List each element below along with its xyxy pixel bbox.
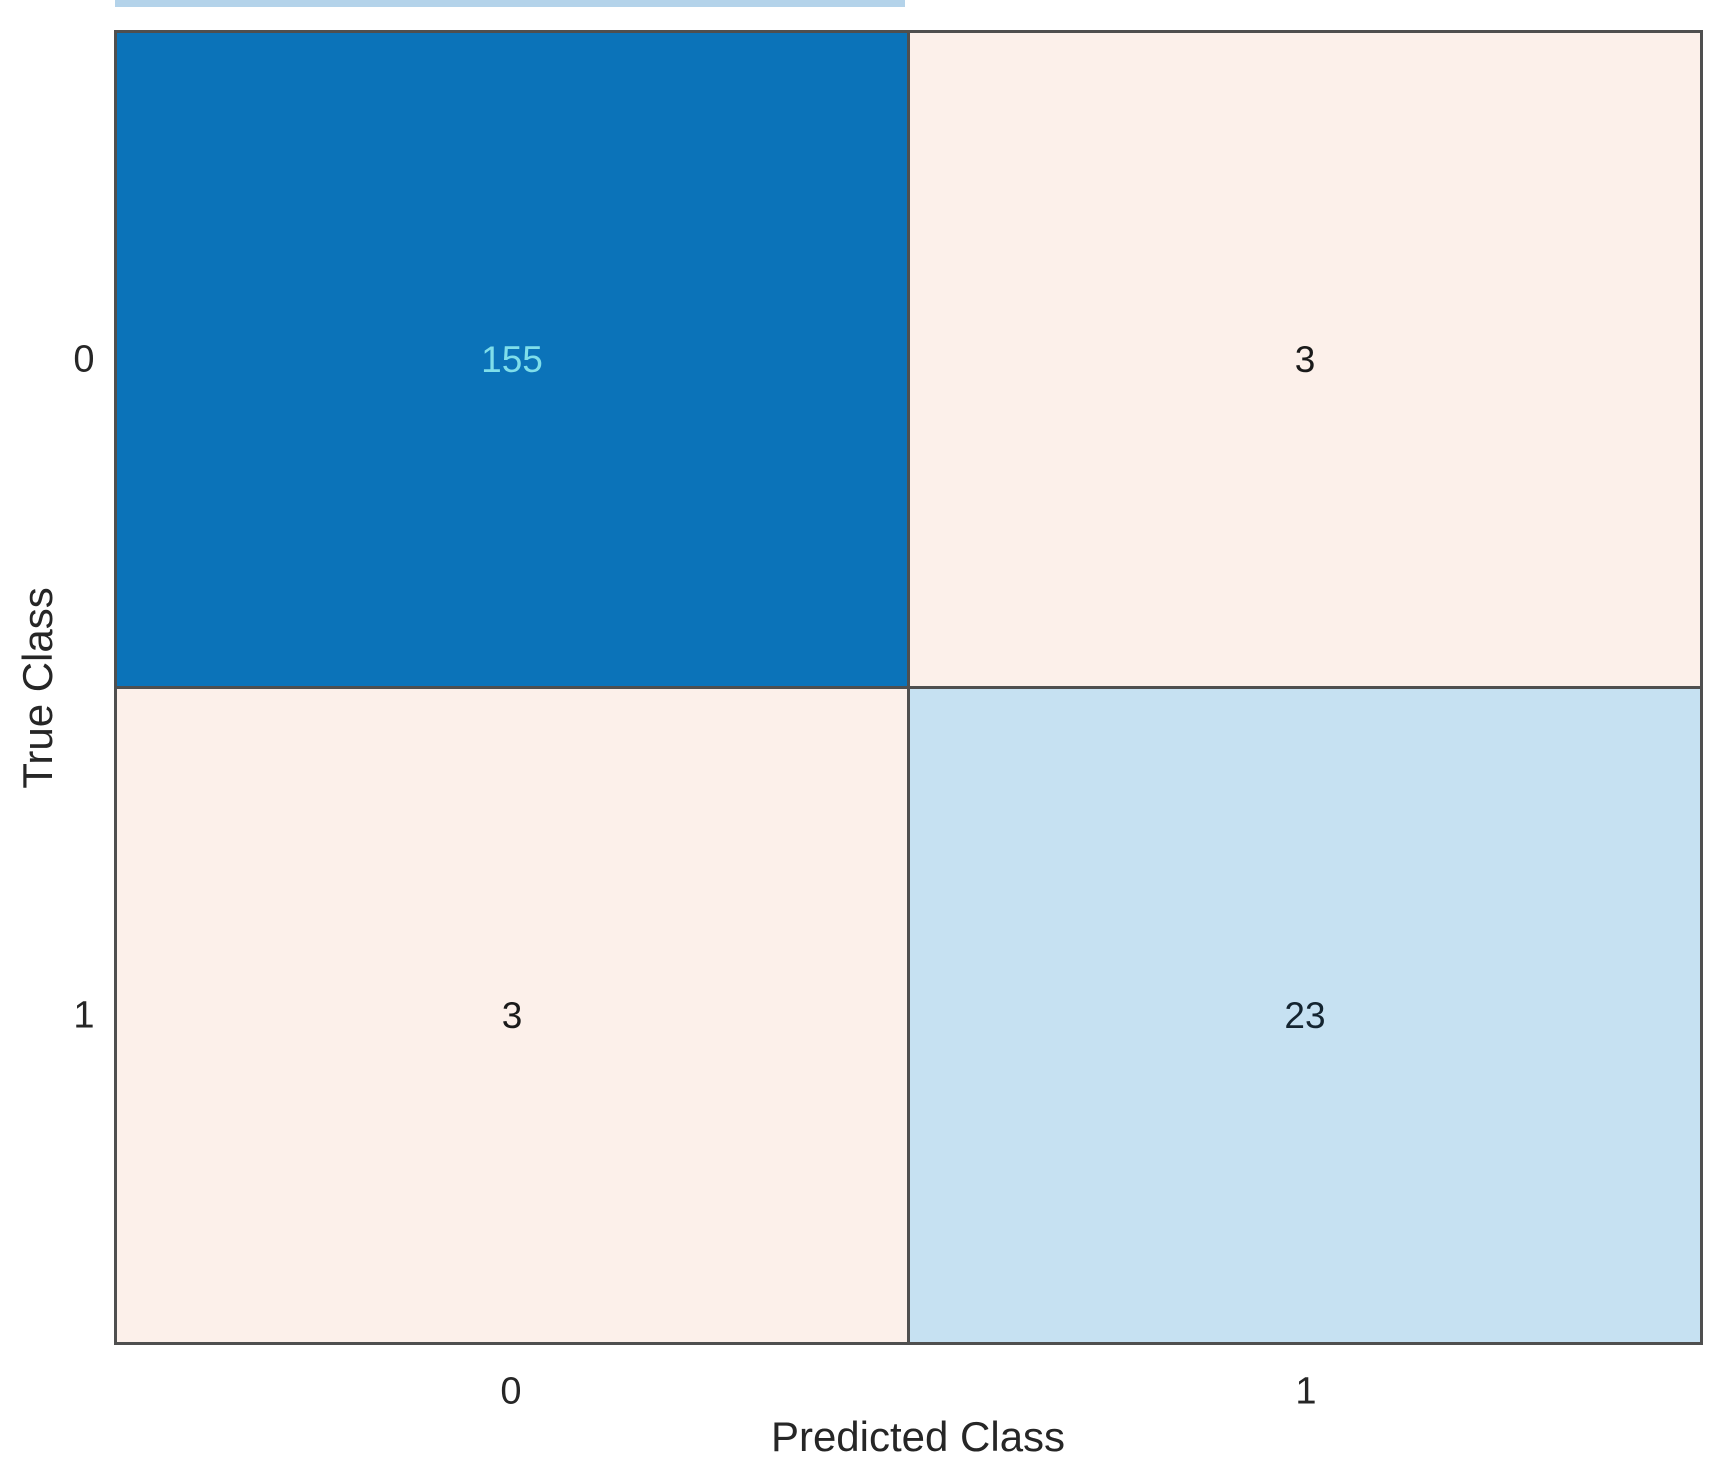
cell-true1-pred1: 23: [910, 689, 1700, 1342]
cell-true0-pred1: 3: [910, 33, 1700, 686]
cell-value-true0-pred1: 3: [1294, 339, 1316, 380]
cell-value-true0-pred0: 155: [481, 339, 543, 380]
x-tick-label-1: 1: [1295, 1370, 1317, 1413]
top-artifact-line: [115, 0, 905, 7]
cell-true1-pred0: 3: [117, 689, 907, 1342]
y-tick-label-1: 1: [73, 994, 95, 1037]
cell-value-true1-pred0: 3: [501, 995, 523, 1036]
x-tick-label-0: 0: [500, 1370, 522, 1413]
plot-area: 155 3 3 23: [114, 30, 1703, 1345]
x-axis-label: Predicted Class: [770, 1413, 1066, 1460]
y-tick-label-0: 0: [73, 338, 95, 381]
y-axis-label: True Class: [14, 587, 61, 789]
cell-true0-pred0: 155: [117, 33, 907, 686]
cell-value-true1-pred1: 23: [1284, 995, 1326, 1036]
